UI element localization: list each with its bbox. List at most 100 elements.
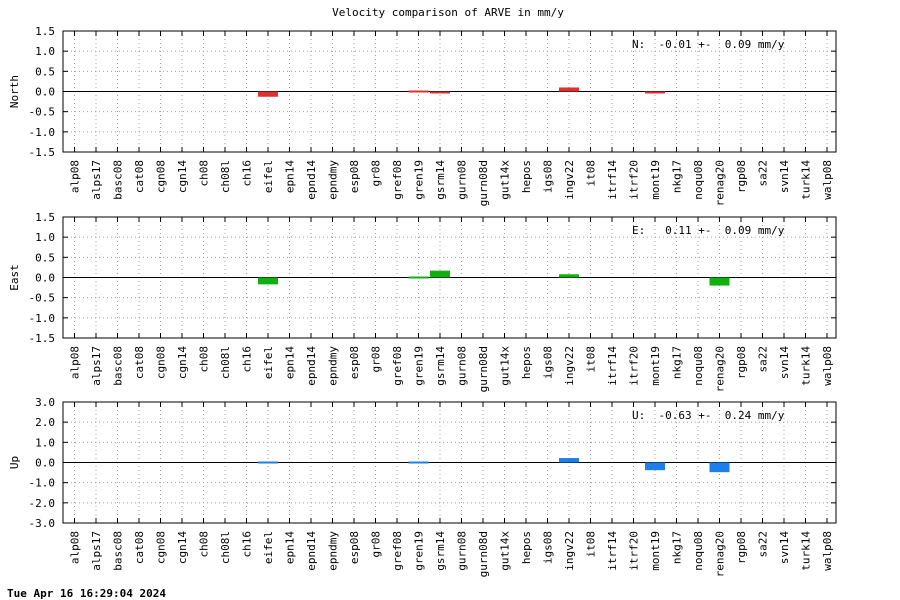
y-tick-label: 0.5 [35, 65, 55, 78]
x-tick-label: epnd14 [305, 346, 318, 386]
x-tick-label: alp08 [69, 531, 82, 564]
y-tick-label: 1.5 [35, 211, 55, 224]
panels-group: -1.5 -1.0 -0.5 0.0 0.5 1.0 1.5 alp08 alps17 basc0… [8, 25, 837, 577]
x-tick-label: gr08 [370, 160, 383, 187]
x-tick-label: ch08 [198, 531, 211, 558]
y-axis-label: North [8, 75, 21, 108]
x-tick-label: eifel [262, 160, 275, 193]
x-tick-label: ch08l [219, 531, 232, 564]
x-tick-label: mont19 [649, 346, 662, 386]
x-tick-label: it08 [585, 531, 598, 558]
chart-title: Velocity comparison of ARVE in mm/y [332, 6, 564, 19]
x-tick-label: epndmy [327, 160, 340, 200]
x-tick-label: gsrm14 [434, 531, 447, 571]
x-tick-label: mont19 [649, 160, 662, 200]
bar-ingv22 [559, 458, 579, 463]
x-tick-label: gut14x [499, 160, 512, 200]
x-tick-label: nkg17 [671, 346, 684, 379]
y-tick-label: 0.0 [35, 86, 55, 99]
y-tick-label: -0.5 [29, 106, 56, 119]
x-tick-label: esp08 [348, 531, 361, 564]
x-tick-label: hepos [520, 346, 533, 379]
y-tick-label: -2.0 [29, 497, 56, 510]
bar-renag20 [709, 462, 730, 473]
x-tick-label: noqu08 [692, 160, 705, 200]
x-tick-label: gr08 [370, 531, 383, 558]
x-tick-label: ch08l [219, 346, 232, 379]
bar-ingv22 [559, 87, 579, 92]
x-tick-label: epndmy [327, 346, 340, 386]
bar-mont19 [645, 91, 665, 94]
x-tick-label: basc08 [112, 160, 125, 200]
x-tick-label: gurn08 [456, 531, 469, 571]
x-tick-label: gr08 [370, 346, 383, 373]
x-tick-label: itrf20 [628, 160, 641, 200]
x-tick-label: rgp08 [735, 346, 748, 379]
panel-north: -1.5 -1.0 -0.5 0.0 0.5 1.0 1.5 alp08 alps17 basc0… [8, 25, 837, 206]
x-tick-label: turk14 [800, 160, 813, 200]
x-tick-label: epnd14 [305, 160, 318, 200]
y-axis-label: Up [8, 456, 21, 469]
x-tick-label: noqu08 [692, 346, 705, 386]
x-tick-label: it08 [585, 160, 598, 187]
x-tick-label: igs08 [542, 160, 555, 193]
x-tick-label: cat08 [133, 160, 146, 193]
x-tick-label: svn14 [778, 346, 791, 379]
y-tick-label: 1.0 [35, 231, 55, 244]
x-tick-label: turk14 [800, 346, 813, 386]
plot-frame [62, 30, 837, 153]
y-tick-label: 3.0 [35, 396, 55, 409]
x-tick-label: epn14 [284, 531, 297, 564]
bar-mont19 [645, 462, 665, 471]
x-tick-label: gsrm14 [434, 160, 447, 200]
x-tick-label: gurn08d [477, 531, 490, 577]
x-tick-label: ch16 [241, 160, 254, 187]
x-tick-label: gref08 [391, 160, 404, 200]
x-tick-label: sa22 [757, 531, 770, 558]
x-tick-label: renag20 [714, 346, 727, 392]
y-tick-label: -1.0 [29, 312, 56, 325]
x-tick-label: gref08 [391, 531, 404, 571]
x-tick-label: ch16 [241, 531, 254, 558]
x-tick-label: gurn08 [456, 346, 469, 386]
x-tick-label: alps17 [90, 531, 103, 571]
x-tick-label: alps17 [90, 346, 103, 386]
bar-renag20 [709, 277, 730, 286]
x-tick-label: itrf20 [628, 346, 641, 386]
x-tick-label: noqu08 [692, 531, 705, 571]
panel-east: -1.5 -1.0 -0.5 0.0 0.5 1.0 1.5 alp08 alps17 basc0… [8, 211, 837, 392]
x-tick-label: epn14 [284, 346, 297, 379]
x-tick-label: ch16 [241, 346, 254, 373]
x-tick-label: cgn08 [155, 160, 168, 193]
x-tick-label: alp08 [69, 346, 82, 379]
y-tick-label: -3.0 [29, 517, 56, 530]
x-tick-label: cgn08 [155, 531, 168, 564]
x-tick-label: sa22 [757, 346, 770, 373]
bar-eifel [258, 277, 278, 285]
x-tick-label: ingv22 [563, 346, 576, 386]
x-tick-label: esp08 [348, 346, 361, 379]
x-tick-label: hepos [520, 531, 533, 564]
x-tick-label: gren19 [413, 346, 426, 386]
x-tick-label: rgp08 [735, 160, 748, 193]
y-tick-label: -0.5 [29, 292, 56, 305]
x-tick-label: gut14x [499, 531, 512, 571]
x-tick-label: igs08 [542, 346, 555, 379]
x-tick-label: ch08 [198, 160, 211, 187]
x-tick-label: gut14x [499, 346, 512, 386]
x-tick-label: mont19 [649, 531, 662, 571]
x-tick-label: epn14 [284, 160, 297, 193]
x-tick-label: itrf20 [628, 531, 641, 571]
bar-gsrm14 [430, 91, 450, 94]
x-tick-label: sa22 [757, 160, 770, 187]
bar-gren19 [408, 276, 429, 279]
x-tick-label: ch08 [198, 346, 211, 373]
y-tick-label: 0.5 [35, 251, 55, 264]
x-tick-label: cgn14 [176, 346, 189, 379]
x-tick-label: gref08 [391, 346, 404, 386]
bar-gren19 [408, 461, 429, 464]
y-tick-label: 1.0 [35, 436, 55, 449]
timestamp-footer: Tue Apr 16 16:29:04 2024 [7, 587, 166, 600]
x-tick-label: eifel [262, 346, 275, 379]
